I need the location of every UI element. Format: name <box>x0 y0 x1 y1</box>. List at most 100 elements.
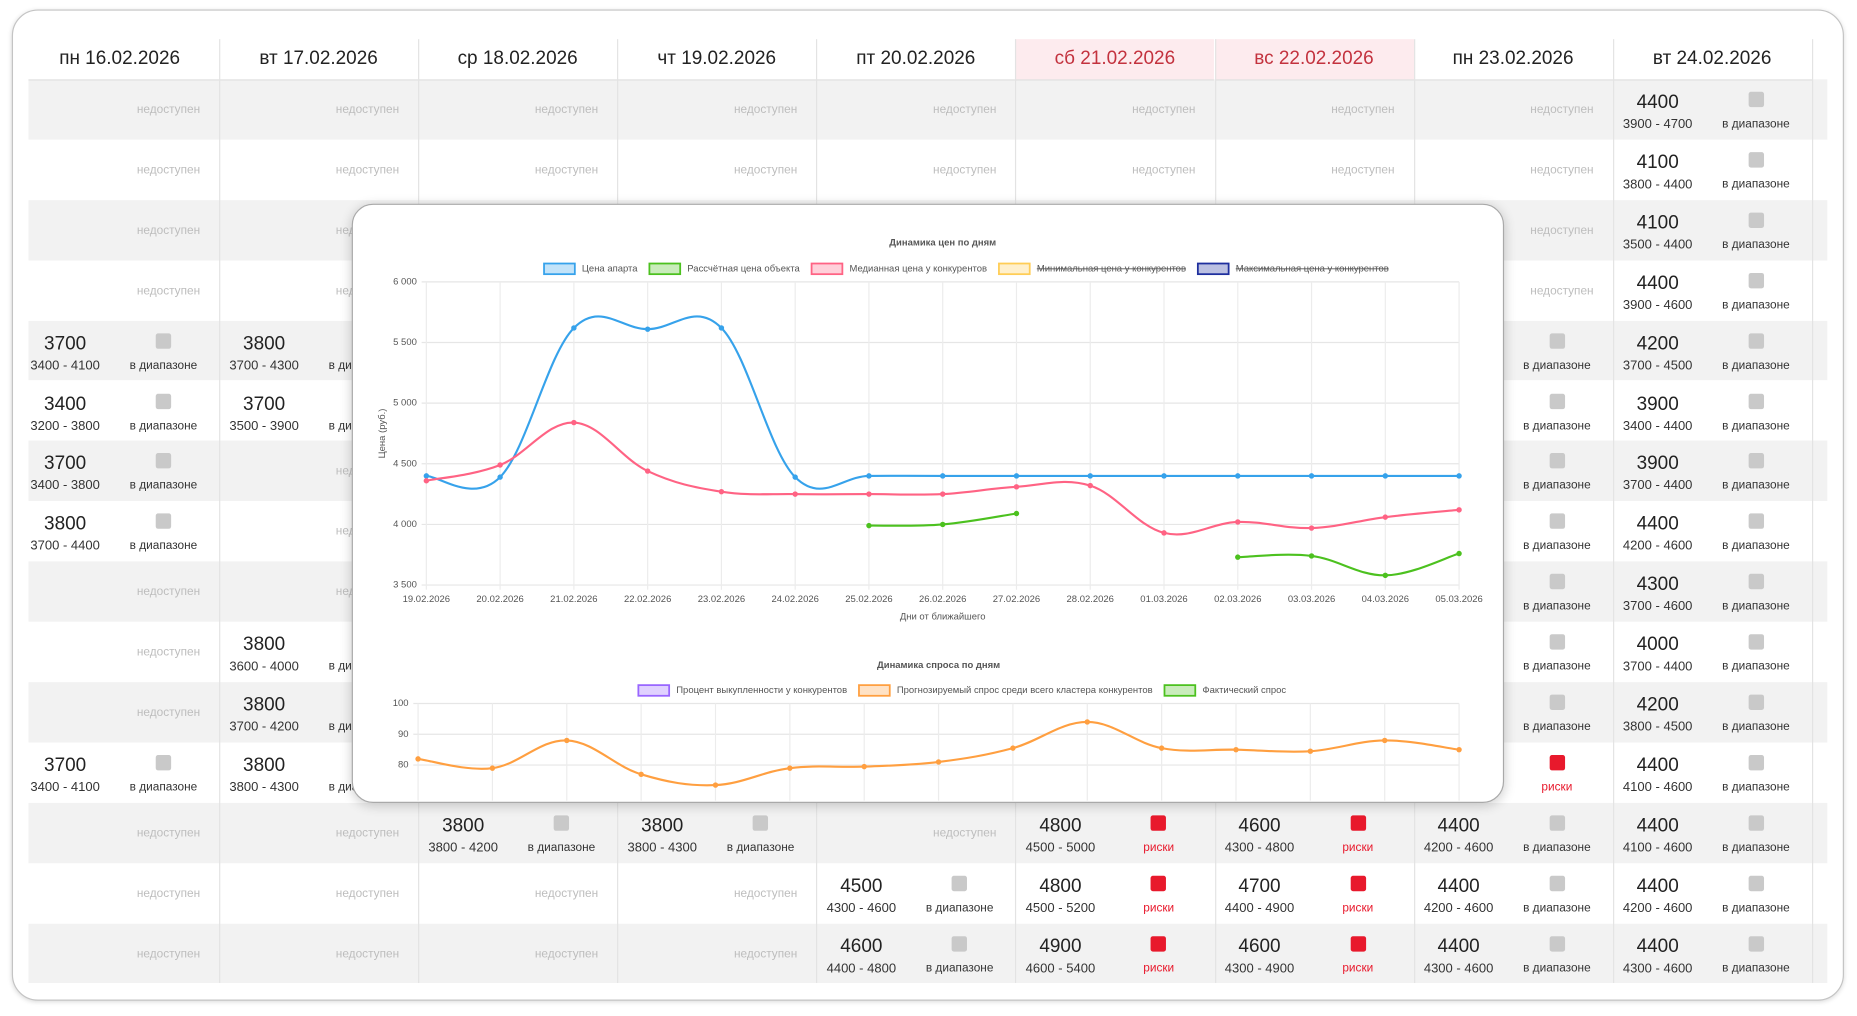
status-flag[interactable] <box>1549 875 1565 891</box>
price[interactable]: 3800 <box>243 695 286 716</box>
price[interactable]: 3700 <box>243 393 286 414</box>
price[interactable]: 4400 <box>1636 514 1679 535</box>
price[interactable]: 4600 <box>1238 936 1281 957</box>
unavailable-label[interactable]: недоступен <box>136 585 201 599</box>
status-flag[interactable] <box>155 513 172 530</box>
price[interactable]: 4900 <box>1039 936 1082 957</box>
status-flag[interactable] <box>951 875 968 891</box>
price[interactable]: 4200 <box>1636 333 1679 354</box>
unavailable-label[interactable]: недоступен <box>933 163 997 177</box>
price[interactable]: 4800 <box>1039 815 1082 836</box>
price[interactable]: 4600 <box>840 936 883 957</box>
price[interactable]: 4400 <box>1636 936 1679 957</box>
unavailable-label[interactable]: недоступен <box>136 887 201 901</box>
status-flag[interactable] <box>1748 875 1764 891</box>
status-flag[interactable] <box>1748 513 1764 530</box>
status-flag[interactable] <box>1151 935 1167 952</box>
price[interactable]: 4600 <box>1238 815 1281 836</box>
unavailable-label[interactable]: недоступен <box>733 103 798 117</box>
unavailable-label[interactable]: недоступен <box>335 887 400 901</box>
price[interactable]: 4400 <box>1636 273 1679 294</box>
unavailable-label[interactable]: недоступен <box>733 887 798 901</box>
status-flag[interactable] <box>1549 574 1565 590</box>
status-flag[interactable] <box>553 815 570 831</box>
price[interactable]: 3700 <box>44 755 87 776</box>
unavailable-label[interactable]: недоступен <box>136 284 201 298</box>
price[interactable]: 3800 <box>44 514 87 535</box>
unavailable-label[interactable]: недоступен <box>1530 163 1594 177</box>
unavailable-label[interactable]: недоступен <box>1132 163 1196 177</box>
price[interactable]: 3400 <box>44 393 87 414</box>
unavailable-label[interactable]: недоступен <box>335 103 400 117</box>
unavailable-label[interactable]: недоступен <box>335 826 400 841</box>
price[interactable]: 4400 <box>1636 815 1679 836</box>
status-flag[interactable] <box>1748 91 1764 108</box>
price[interactable]: 3800 <box>243 755 286 776</box>
unavailable-label[interactable]: недоступен <box>136 103 201 117</box>
status-flag[interactable] <box>1748 212 1764 228</box>
unavailable-label[interactable]: недоступен <box>1530 224 1594 238</box>
status-flag[interactable] <box>1748 754 1764 771</box>
price[interactable]: 4800 <box>1039 876 1082 897</box>
price[interactable]: 3900 <box>1636 454 1679 475</box>
status-flag[interactable] <box>1748 272 1764 289</box>
status-flag[interactable] <box>1350 875 1366 891</box>
status-flag[interactable] <box>1549 453 1565 469</box>
status-flag[interactable] <box>1549 815 1565 831</box>
status-flag[interactable] <box>1549 332 1565 349</box>
unavailable-label[interactable]: недоступен <box>534 163 599 177</box>
status-flag[interactable] <box>1748 574 1764 590</box>
unavailable-label[interactable]: недоступен <box>1530 284 1594 298</box>
price[interactable]: 4400 <box>1636 755 1679 776</box>
price[interactable]: 3800 <box>243 333 286 354</box>
unavailable-label[interactable]: недоступен <box>933 826 997 841</box>
status-flag[interactable] <box>1549 513 1565 530</box>
unavailable-label[interactable]: недоступен <box>534 947 599 961</box>
price[interactable]: 4300 <box>1636 574 1679 595</box>
status-flag[interactable] <box>155 393 172 409</box>
unavailable-label[interactable]: недоступен <box>335 163 400 177</box>
status-flag[interactable] <box>155 453 172 469</box>
status-flag[interactable] <box>1549 754 1565 771</box>
status-flag[interactable] <box>1748 393 1764 409</box>
price[interactable]: 3800 <box>641 815 684 836</box>
unavailable-label[interactable]: недоступен <box>1530 103 1594 117</box>
price[interactable]: 3700 <box>44 454 87 475</box>
unavailable-label[interactable]: недоступен <box>1331 163 1395 177</box>
price[interactable]: 4400 <box>1437 815 1480 836</box>
status-flag[interactable] <box>155 332 172 349</box>
unavailable-label[interactable]: недоступен <box>136 646 201 660</box>
unavailable-label[interactable]: недоступен <box>733 163 798 177</box>
price[interactable]: 3800 <box>442 815 485 836</box>
price[interactable]: 4000 <box>1636 634 1679 656</box>
unavailable-label[interactable]: недоступен <box>136 163 201 177</box>
status-flag[interactable] <box>1748 935 1764 952</box>
unavailable-label[interactable]: недоступен <box>933 103 997 117</box>
status-flag[interactable] <box>1748 453 1764 469</box>
status-flag[interactable] <box>1549 694 1565 710</box>
price[interactable]: 4400 <box>1437 876 1480 897</box>
unavailable-label[interactable]: недоступен <box>534 887 599 901</box>
price[interactable]: 4700 <box>1238 876 1281 897</box>
price[interactable]: 4400 <box>1636 876 1679 897</box>
status-flag[interactable] <box>752 815 769 831</box>
status-flag[interactable] <box>1549 393 1565 409</box>
price[interactable]: 3800 <box>243 634 286 656</box>
price[interactable]: 3700 <box>44 333 87 354</box>
status-flag[interactable] <box>1151 875 1167 891</box>
price[interactable]: 4400 <box>1636 92 1679 113</box>
unavailable-label[interactable]: недоступен <box>136 224 201 238</box>
status-flag[interactable] <box>1549 634 1565 650</box>
status-flag[interactable] <box>1748 815 1764 831</box>
status-flag[interactable] <box>1748 152 1764 168</box>
unavailable-label[interactable]: недоступен <box>136 706 201 720</box>
status-flag[interactable] <box>1350 935 1366 952</box>
price[interactable]: 4500 <box>840 876 883 897</box>
status-flag[interactable] <box>1748 694 1764 710</box>
status-flag[interactable] <box>951 935 968 952</box>
unavailable-label[interactable]: недоступен <box>534 103 599 117</box>
status-flag[interactable] <box>1350 815 1366 831</box>
unavailable-label[interactable]: недоступен <box>1132 103 1196 117</box>
price[interactable]: 4100 <box>1636 152 1679 173</box>
price[interactable]: 3900 <box>1636 393 1679 414</box>
